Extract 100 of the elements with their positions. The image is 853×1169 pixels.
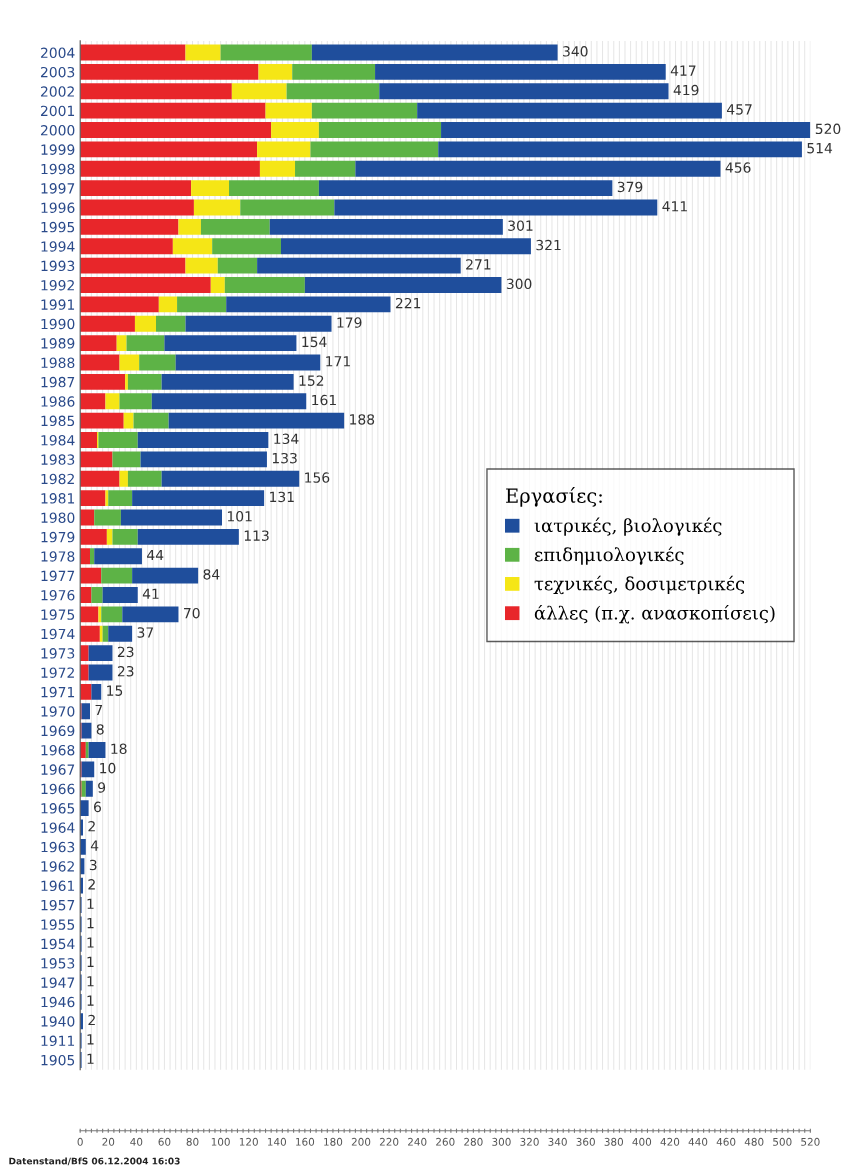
total-label: 70 — [184, 607, 200, 619]
total-label: 514 — [807, 143, 833, 154]
total-label: 188 — [350, 414, 375, 425]
y-tick-label: 1967 — [41, 764, 75, 775]
y-tick-label: 1993 — [41, 260, 75, 272]
y-tick-label: 1980 — [41, 512, 75, 523]
total-label: 2 — [88, 820, 95, 832]
y-tick-label: 1965 — [41, 803, 75, 814]
total-label: 23 — [117, 646, 134, 658]
total-label: 520 — [815, 123, 841, 135]
x-tick-label: 40 — [130, 1137, 143, 1146]
y-tick-label: 1970 — [41, 706, 75, 717]
total-label: 456 — [725, 162, 751, 173]
legend-title: Εργασίες: — [506, 487, 602, 507]
total-label: 171 — [326, 356, 350, 367]
x-tick-label: 100 — [211, 1137, 230, 1146]
x-tick-label: 0 — [77, 1137, 83, 1146]
x-tick-label: 380 — [604, 1137, 624, 1146]
y-tick-label: 1905 — [41, 1054, 75, 1066]
y-tick-label: 1940 — [41, 1016, 75, 1027]
y-tick-label: 1984 — [41, 434, 75, 446]
y-tick-label: 1969 — [41, 725, 75, 737]
y-tick-label: 2003 — [40, 66, 75, 78]
total-label: 6 — [93, 801, 101, 813]
total-label: 44 — [147, 549, 164, 561]
y-tick-label: 1955 — [41, 919, 75, 930]
x-tick-label: 400 — [632, 1137, 652, 1146]
total-label: 131 — [270, 491, 294, 503]
y-tick-label: 1995 — [41, 221, 75, 233]
total-label: 1 — [87, 898, 94, 909]
total-label: 134 — [274, 433, 299, 445]
y-tick-label: 1954 — [41, 938, 75, 950]
total-label: 2 — [88, 879, 95, 890]
total-label: 101 — [227, 511, 252, 522]
total-label: 41 — [142, 588, 159, 599]
total-label: 417 — [670, 65, 696, 76]
x-tick-label: 440 — [688, 1137, 708, 1146]
x-tick-label: 60 — [158, 1137, 171, 1146]
y-tick-label: 1953 — [41, 958, 75, 969]
y-tick-label: 1957 — [41, 899, 75, 911]
x-tick-label: 480 — [744, 1137, 764, 1146]
y-tick-label: 1996 — [41, 202, 75, 213]
y-tick-label: 1982 — [41, 473, 74, 485]
total-label: 411 — [662, 201, 687, 212]
x-tick-label: 220 — [379, 1137, 399, 1146]
y-tick-label: 1994 — [41, 241, 75, 252]
y-tick-label: 2000 — [40, 125, 75, 136]
y-tick-label: 1977 — [41, 570, 75, 582]
total-label: 156 — [305, 472, 330, 483]
x-tick-label: 460 — [716, 1137, 736, 1146]
y-tick-label: 1968 — [41, 744, 75, 756]
x-tick-label: 320 — [520, 1137, 539, 1146]
total-label: 161 — [312, 394, 336, 406]
total-label: 1 — [87, 956, 94, 967]
y-tick-label: 1974 — [41, 628, 75, 640]
x-tick-label: 280 — [464, 1137, 483, 1146]
total-label: 2 — [88, 1014, 95, 1026]
x-tick-label: 520 — [801, 1137, 820, 1146]
total-label: 152 — [299, 375, 324, 386]
total-label: 37 — [137, 627, 154, 638]
y-tick-label: 1971 — [41, 686, 75, 698]
y-tick-label: 1983 — [41, 454, 75, 465]
legend-label: τεχνικές, δοσιμετρικές — [534, 575, 745, 595]
total-label: 7 — [95, 704, 103, 716]
y-tick-label: 1972 — [41, 667, 74, 678]
total-label: 300 — [506, 278, 532, 290]
legend-label: επιδημιολογικές — [534, 546, 684, 565]
total-label: 8 — [96, 724, 104, 735]
total-label: 9 — [98, 782, 106, 793]
y-tick-label: 1990 — [41, 318, 75, 330]
total-label: 1 — [87, 918, 94, 929]
y-tick-label: 1979 — [41, 531, 75, 543]
x-tick-label: 300 — [492, 1137, 511, 1146]
y-tick-label: 1911 — [41, 1035, 75, 1047]
y-tick-label: 1946 — [41, 996, 75, 1008]
x-tick-label: 200 — [351, 1137, 371, 1146]
total-label: 301 — [508, 220, 533, 231]
x-tick-label: 140 — [267, 1137, 287, 1146]
total-label: 23 — [117, 666, 134, 677]
y-tick-label: 1999 — [41, 144, 75, 155]
legend-label: άλλες (π.χ. ανασκοπίσεις) — [534, 605, 775, 624]
x-tick-label: 180 — [324, 1137, 343, 1146]
total-label: 1 — [87, 995, 94, 1006]
y-tick-label: 1963 — [41, 841, 75, 853]
total-label: 1 — [87, 976, 94, 987]
y-tick-label: 2004 — [40, 47, 75, 59]
y-tick-label: 1947 — [41, 977, 75, 988]
x-tick-label: 360 — [576, 1137, 595, 1146]
y-tick-label: 1989 — [41, 338, 75, 349]
x-tick-label: 260 — [436, 1137, 455, 1146]
y-tick-label: 1992 — [41, 279, 74, 291]
total-label: 1 — [87, 1053, 94, 1064]
total-label: 321 — [536, 239, 561, 251]
total-label: 3 — [89, 859, 97, 871]
y-tick-label: 1988 — [41, 357, 75, 368]
total-label: 271 — [466, 259, 491, 270]
total-label: 1 — [87, 1034, 94, 1045]
y-tick-label: 1985 — [41, 415, 75, 427]
legend-label: ιατρικές, βιολογικές — [534, 517, 722, 536]
total-label: 4 — [90, 840, 99, 851]
